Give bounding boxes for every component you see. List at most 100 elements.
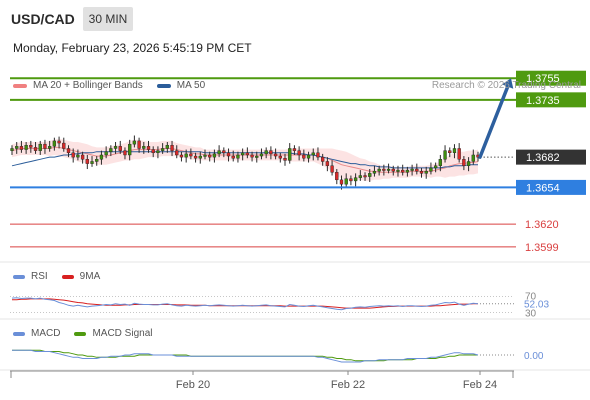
candle [457, 143, 461, 163]
candle [165, 142, 169, 153]
ma20-legend-swatch [13, 83, 27, 88]
candle-body [349, 178, 353, 182]
candle [316, 147, 320, 161]
candle-body [203, 154, 207, 157]
candle [19, 140, 24, 153]
candle-body [438, 159, 443, 166]
level-box [516, 70, 586, 86]
candle-body [448, 150, 452, 154]
candle-body [401, 169, 405, 173]
candle [85, 154, 89, 170]
candle-body [353, 177, 358, 182]
rsi-value-label: 52.03 [524, 300, 549, 311]
candle-body [33, 147, 38, 151]
candle-body [118, 146, 122, 151]
candle-body [95, 159, 99, 162]
candle [95, 156, 99, 166]
candle-body [462, 159, 466, 166]
candle-body [391, 168, 395, 172]
level-label: 1.3620 [525, 219, 559, 231]
candle [410, 164, 414, 176]
candle [321, 153, 325, 166]
candle-body [325, 161, 330, 166]
candle [52, 137, 57, 151]
candle [212, 149, 217, 163]
candle [71, 148, 75, 163]
candle [415, 163, 419, 175]
candle [142, 142, 146, 154]
candle [128, 139, 132, 161]
candle [330, 160, 334, 176]
ma50-legend-label: MA 50 [176, 80, 206, 91]
candle [292, 145, 297, 155]
candle [255, 151, 259, 163]
x-tick-label: Feb 20 [176, 379, 210, 391]
candle [175, 145, 179, 159]
rsi-legend-swatch [13, 274, 25, 279]
candle-body [43, 143, 47, 149]
candle [466, 157, 471, 172]
candle [382, 164, 386, 176]
candle [10, 145, 14, 155]
candle-body [208, 154, 212, 158]
candle [363, 172, 367, 181]
candle [109, 145, 113, 157]
x-tick-label: Feb 24 [463, 379, 497, 391]
candle-body [10, 148, 14, 151]
candle [57, 136, 61, 149]
candle [90, 156, 94, 167]
ma20-legend-label: MA 20 + Bollinger Bands [33, 80, 143, 91]
level-label: 1.3735 [526, 95, 560, 107]
candle [66, 145, 71, 158]
candle-body [264, 150, 268, 155]
candle [29, 140, 33, 153]
candle-body [85, 159, 89, 164]
candle-body [250, 154, 254, 158]
candle-body [80, 154, 85, 160]
rsi-tick-70: 70 [525, 292, 537, 303]
candle-body [104, 151, 108, 156]
candle-body [330, 165, 334, 173]
candle-body [471, 154, 475, 162]
candle-body [396, 169, 400, 172]
candle [231, 150, 235, 162]
candle-body [316, 152, 320, 158]
candle-body [288, 148, 292, 161]
candle [311, 148, 315, 161]
candle-body [175, 150, 179, 156]
candle-body [217, 150, 221, 155]
candle [156, 146, 160, 159]
candle-body [52, 140, 57, 147]
candle [401, 164, 405, 176]
candle-body [382, 168, 386, 171]
last-price-label: 1.3682 [526, 152, 560, 164]
candle-body [424, 170, 428, 174]
candle [377, 165, 381, 176]
candle [189, 148, 193, 160]
rsi-ma-legend-swatch [61, 274, 74, 279]
candle-body [71, 152, 75, 158]
candle [344, 173, 348, 188]
candle-body [222, 150, 226, 154]
timeframe-button[interactable]: 30 MIN [83, 7, 133, 31]
level-box [516, 92, 586, 108]
candle [203, 149, 207, 160]
candle [297, 146, 301, 161]
candle-body [156, 150, 160, 154]
level-label: 1.3755 [526, 73, 560, 85]
candle [273, 148, 278, 160]
datetime-label: Monday, February 23, 2026 5:45:19 PM CET [13, 41, 252, 55]
candle-body [372, 170, 377, 174]
projection-arrow [478, 84, 510, 159]
candle-body [231, 155, 235, 159]
candle-body [57, 140, 61, 144]
candle-body [405, 169, 410, 173]
candle-body [99, 154, 104, 160]
header: USD/CAD 30 MIN [0, 0, 590, 38]
candle-body [24, 145, 28, 150]
candle-body [339, 179, 344, 185]
ma20-line [11, 146, 479, 173]
candle-body [189, 153, 193, 157]
candle-body [306, 154, 311, 159]
candle [353, 173, 358, 187]
